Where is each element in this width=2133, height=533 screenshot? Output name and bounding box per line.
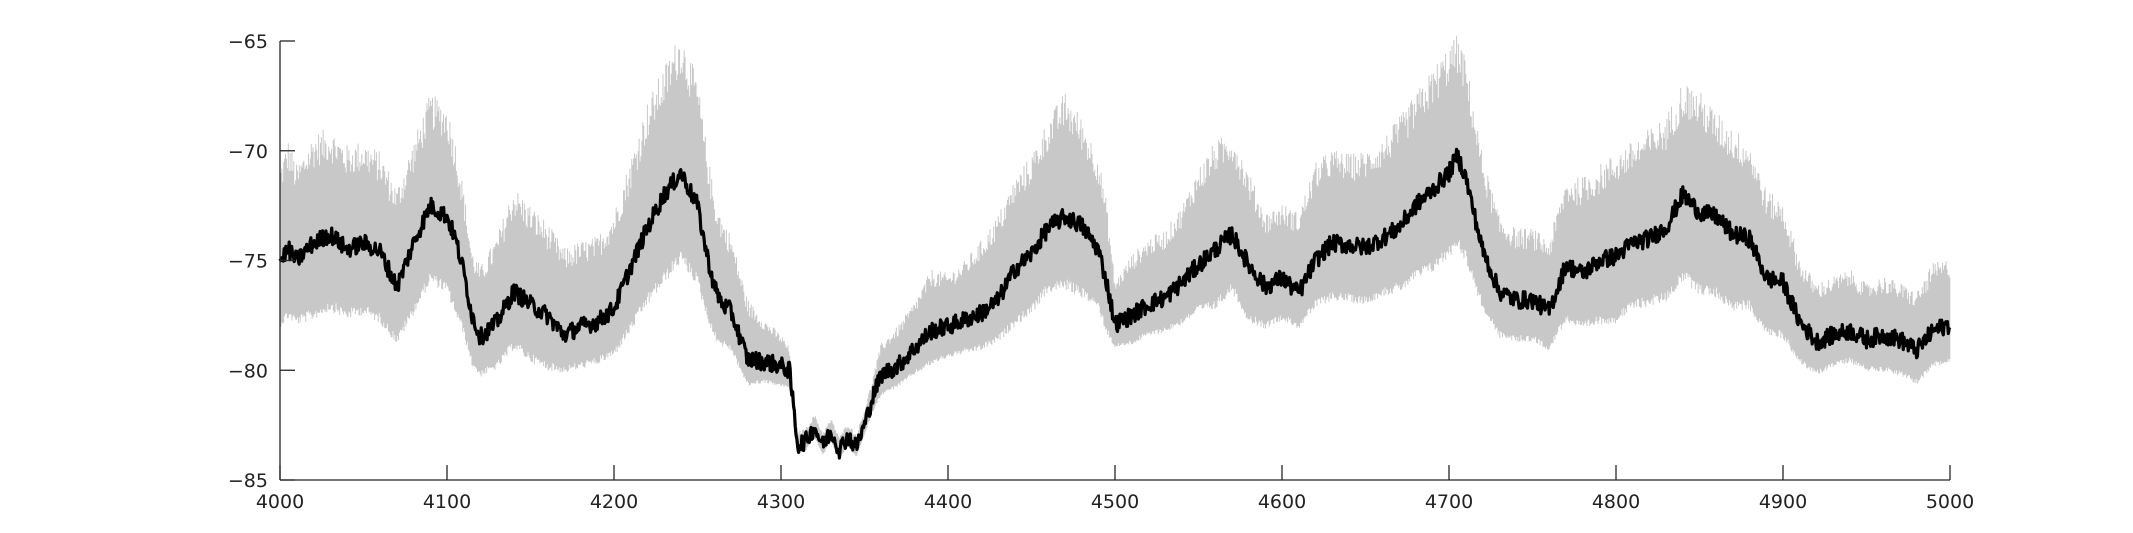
x-tick-label: 4300 [757,491,805,513]
x-tick-label: 5000 [1926,491,1974,513]
x-tick-label: 4100 [423,491,471,513]
spread-band [279,35,1951,459]
y-tick-label: −75 [228,251,268,273]
mean-series-line [278,147,1952,460]
x-tick-label: 4400 [924,491,972,513]
x-tick-label: 4200 [590,491,638,513]
y-tick-label: −85 [228,470,268,492]
mean-line-layer [278,147,1952,460]
x-tick-label: 4700 [1425,491,1473,513]
x-tick-label: 4000 [256,491,304,513]
y-tick-label: −65 [228,31,268,53]
x-axis-ticks: 4000 4100 4200 4300 4400 4500 4600 4700 4800 4900… [256,465,1974,513]
y-tick-label: −80 [228,360,268,382]
x-tick-label: 4600 [1258,491,1306,513]
x-tick-label: 4800 [1592,491,1640,513]
y-tick-label: −70 [228,141,268,163]
x-tick-label: 4900 [1759,491,1807,513]
x-tick-label: 4500 [1091,491,1139,513]
y-axis-ticks: −65 −70 −75 −80 −85 [228,31,295,492]
spread-band-lines [279,35,1951,459]
